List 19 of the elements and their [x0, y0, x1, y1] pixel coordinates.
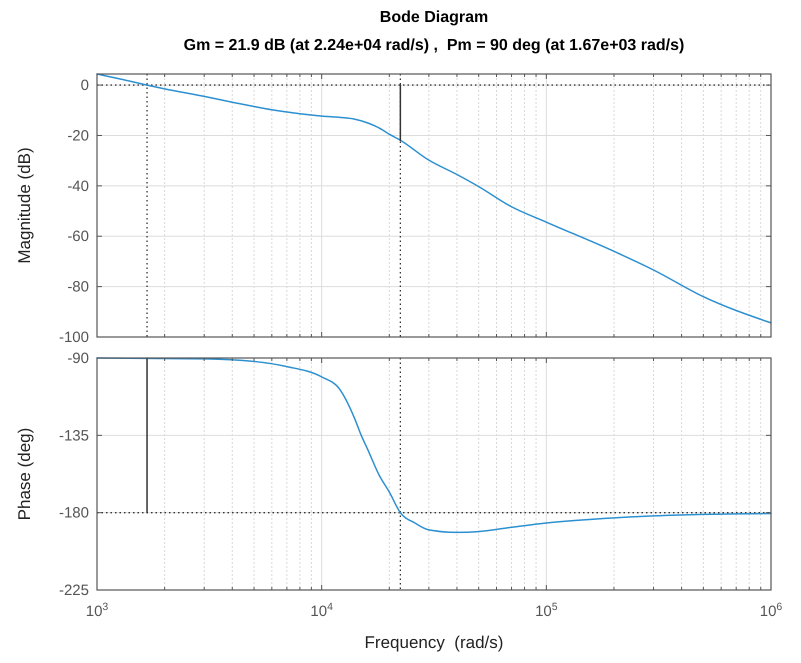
x-tick-label: 10$^{5}$	[535, 601, 558, 620]
y-tick-label: -100	[58, 329, 89, 346]
y-tick-label: -135	[58, 427, 89, 444]
y-tick-label: -20	[67, 127, 89, 144]
y-tick-label: -90	[67, 350, 89, 367]
chart-subtitle: Gm = 21.9 dB (at 2.24e+04 rad/s) , Pm = 90 deg (at 1.67e+03 rad/s)	[184, 37, 684, 54]
y-tick-label: -180	[58, 504, 89, 522]
y-tick-label: -225	[58, 582, 89, 599]
x-tick-label: 10$^{6}$	[760, 601, 782, 620]
x-tick-label: 10$^{4}$	[310, 601, 334, 620]
y-axis-title: Phase (deg)	[15, 428, 34, 520]
y-tick-label: -60	[67, 228, 89, 246]
y-tick-label: -80	[67, 278, 89, 296]
y-tick-label: -40	[67, 178, 89, 195]
x-axis-title: Frequency (rad/s)	[364, 633, 504, 652]
x-tick-label: 10$^{3}$	[86, 601, 108, 620]
chart-title: Bode Diagram	[380, 9, 488, 26]
y-axis-title: Magnitude (dB)	[15, 147, 34, 264]
y-tick-label: 0	[80, 77, 89, 94]
